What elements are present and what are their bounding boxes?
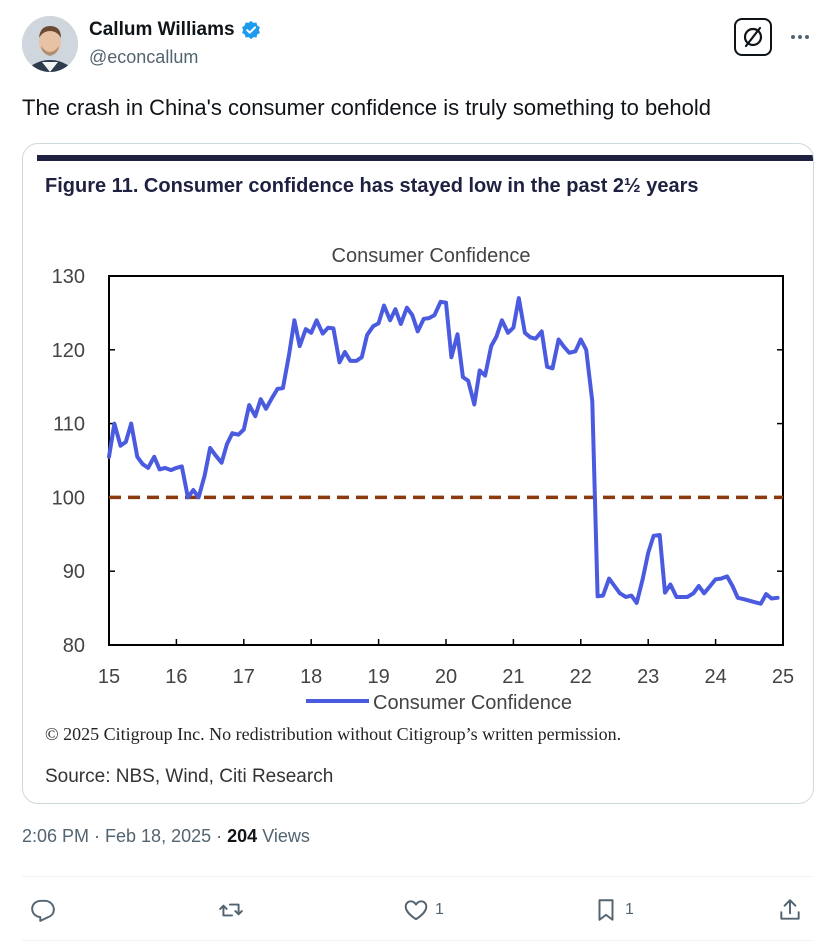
- timestamp[interactable]: 2:06 PM · Feb 18, 2025 ·: [22, 826, 228, 846]
- y-tick-label: 120: [52, 340, 85, 362]
- y-tick-label: 90: [63, 561, 85, 583]
- bookmark-button[interactable]: 1: [593, 890, 634, 930]
- figure-top-bar: [37, 155, 813, 161]
- x-tick-label: 18: [300, 666, 322, 688]
- y-tick-label: 80: [63, 635, 85, 657]
- reply-icon: [31, 899, 55, 922]
- x-tick-label: 21: [502, 666, 524, 688]
- grok-button[interactable]: [734, 18, 772, 56]
- figure-heading: Figure 11. Consumer confidence has staye…: [45, 175, 699, 197]
- x-tick-label: 24: [704, 666, 726, 688]
- tweet-meta: 2:06 PM · Feb 18, 2025 · 204 Views: [22, 826, 310, 847]
- copyright-text: © 2025 Citigroup Inc. No redistribution …: [45, 724, 621, 744]
- action-bar: 1 1: [22, 890, 812, 930]
- avatar[interactable]: [22, 16, 78, 72]
- share-icon: [780, 899, 800, 920]
- grok-icon: [743, 26, 763, 48]
- divider-bottom: [22, 940, 812, 941]
- consumer-confidence-chart: Figure 11. Consumer confidence has staye…: [37, 155, 813, 787]
- share-button[interactable]: [777, 890, 803, 930]
- y-tick-label: 100: [52, 487, 85, 509]
- plot-frame: [108, 275, 784, 646]
- views-count: 204: [227, 826, 258, 846]
- bookmark-count: 1: [625, 901, 634, 918]
- verified-badge-icon: [241, 20, 260, 40]
- retweet-button[interactable]: [218, 890, 250, 930]
- views-label: Views: [262, 826, 310, 846]
- tweet-media-image[interactable]: Figure 11. Consumer confidence has staye…: [22, 143, 814, 804]
- x-tick-label: 23: [637, 666, 659, 688]
- heart-icon: [404, 900, 428, 921]
- y-tick-label: 130: [52, 266, 85, 288]
- like-button[interactable]: 1: [403, 890, 444, 930]
- divider-top: [22, 876, 812, 877]
- x-tick-label: 22: [570, 666, 592, 688]
- more-dots-icon: [791, 35, 809, 39]
- more-options-button[interactable]: [786, 22, 814, 50]
- x-tick-label: 19: [367, 666, 389, 688]
- x-tick-label: 15: [98, 666, 120, 688]
- x-tick-label: 16: [165, 666, 187, 688]
- chart-title: Consumer Confidence: [332, 245, 531, 267]
- x-tick-label: 17: [233, 666, 255, 688]
- x-tick-label: 20: [435, 666, 457, 688]
- x-tick-label: 25: [772, 666, 794, 688]
- bookmark-icon: [598, 899, 614, 921]
- tweet-text: The crash in China's consumer confidence…: [22, 95, 712, 120]
- author-name-text[interactable]: Callum Williams: [89, 19, 235, 40]
- series-line-consumer-confidence: [107, 296, 780, 606]
- like-count: 1: [435, 901, 444, 918]
- source-text: Source: NBS, Wind, Citi Research: [45, 766, 333, 787]
- author-name[interactable]: Callum Williams: [89, 19, 261, 41]
- author-handle[interactable]: @econcallum: [89, 47, 199, 67]
- retweet-icon: [219, 903, 243, 917]
- legend-label: Consumer Confidence: [373, 692, 572, 714]
- plot-area: 80 90 100 110 120 130 15 16 17 18 19 20 21 22 23 24 25: [52, 266, 795, 688]
- reply-button[interactable]: [30, 890, 62, 930]
- y-tick-label: 110: [53, 414, 85, 436]
